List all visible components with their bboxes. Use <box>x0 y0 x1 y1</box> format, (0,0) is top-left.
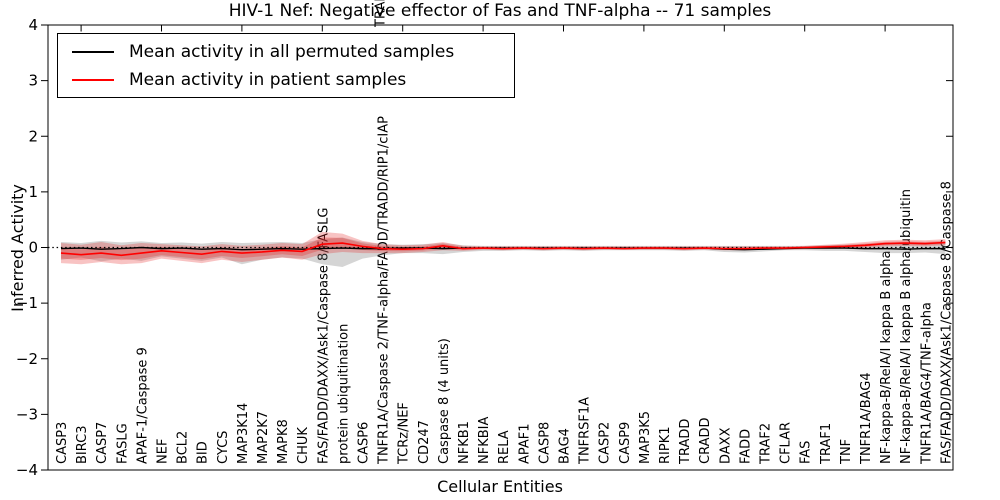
legend-label-permuted: Mean activity in all permuted samples <box>129 42 455 62</box>
x-tick-label: TNFR1A/BAG4 <box>859 372 874 465</box>
x-tick-label: FAS/FADD/DAXX/Ask1/Caspase 8/FASLG <box>316 208 331 464</box>
y-tick-label: −2 <box>16 350 38 368</box>
legend-entry-permuted: Mean activity in all permuted samples <box>72 38 514 66</box>
x-tick-label: MAP2K7 <box>256 411 271 464</box>
y-tick-label: −3 <box>16 405 38 423</box>
x-tick-label: APAF-1/Caspase 9 <box>135 347 150 464</box>
y-tick-label: 0 <box>28 239 38 257</box>
x-tick-label: FAS/FADD/DAXX/Ask1/Caspase 8/Caspase 8 <box>939 181 954 464</box>
top-annotation-traf: TRAF <box>374 0 389 28</box>
legend-line-patient-icon <box>72 79 114 81</box>
y-tick-label: 3 <box>28 72 38 90</box>
patient-mean-line <box>60 241 946 257</box>
chart-title: HIV-1 Nef: Negative effector of Fas and … <box>228 1 772 21</box>
x-tick-label: protein ubiquitination <box>336 324 351 464</box>
legend: Mean activity in all permuted samples Me… <box>57 33 515 98</box>
x-tick-label: FADD <box>738 429 753 464</box>
x-tick-label: DAXX <box>718 427 733 464</box>
x-tick-label: MAP3K14 <box>236 403 251 464</box>
x-tick-label: APAF1 <box>517 423 532 464</box>
x-tick-label: TNF <box>839 439 854 465</box>
x-axis-label: Cellular Entities <box>437 477 563 496</box>
x-tick-label: CASP2 <box>598 422 613 464</box>
x-tick-label: CRADD <box>698 418 713 465</box>
x-tick-label: TNFR1A/BAG4/TNF-alpha <box>919 302 934 465</box>
x-tick-label: TRAF2 <box>759 423 774 465</box>
x-tick-label: CHUK <box>296 427 311 464</box>
x-tick-label: FASLG <box>115 423 130 464</box>
x-tick-label: CFLAR <box>779 422 794 464</box>
x-tick-label: NFKB1 <box>457 421 472 464</box>
x-tick-label: BCL2 <box>176 431 191 464</box>
x-tick-label: BID <box>196 441 211 464</box>
y-tick-label: −1 <box>16 294 38 312</box>
x-tick-label: RELA <box>497 430 512 464</box>
x-tick-label: CASP9 <box>618 422 633 464</box>
x-tick-label: CASP3 <box>55 422 70 464</box>
x-tick-label: BAG4 <box>558 428 573 464</box>
y-tick-label: 1 <box>28 183 38 201</box>
x-tick-label: RIPK1 <box>658 426 673 464</box>
x-tick-label: TRAF1 <box>819 423 834 465</box>
x-tick-label: CASP7 <box>95 422 110 464</box>
y-tick-label: 2 <box>28 127 38 145</box>
x-tick-label: CD247 <box>417 420 432 464</box>
legend-line-permuted-icon <box>72 51 114 53</box>
x-tick-label: CYCS <box>216 431 231 464</box>
x-tick-label: CASP8 <box>537 422 552 464</box>
y-axis-label: Inferred Activity <box>8 184 27 312</box>
x-tick-label: MAP3K5 <box>638 411 653 464</box>
x-tick-label: MAPK8 <box>276 419 291 464</box>
legend-entry-patient: Mean activity in patient samples <box>72 66 514 94</box>
x-tick-label: FAS <box>799 441 814 464</box>
x-tick-label: BIRC3 <box>75 426 90 465</box>
x-tick-label: NEF <box>156 439 171 464</box>
x-tick-label: NFKBIA <box>477 417 492 464</box>
x-tick-label: TNFR1A/Caspase 2/TNF-alpha/FADD/TRADD/RI… <box>377 116 392 465</box>
x-tick-label: TCRz/NEF <box>397 402 412 465</box>
x-tick-label: CASP6 <box>357 422 372 464</box>
x-tick-label: TRADD <box>678 419 693 465</box>
y-tick-label: −4 <box>16 461 38 479</box>
x-tick-label: NF-kappa-B/RelA/I kappa B alpha/ubiquiti… <box>899 189 914 464</box>
permuted-band <box>61 237 946 267</box>
y-tick-label: 4 <box>28 16 38 34</box>
x-tick-label: NF-kappa-B/RelA/I kappa B alpha <box>879 251 894 464</box>
legend-label-patient: Mean activity in patient samples <box>129 70 407 90</box>
x-tick-label: Caspase 8 (4 units) <box>437 338 452 464</box>
x-tick-label: TNFRSF1A <box>578 397 593 465</box>
